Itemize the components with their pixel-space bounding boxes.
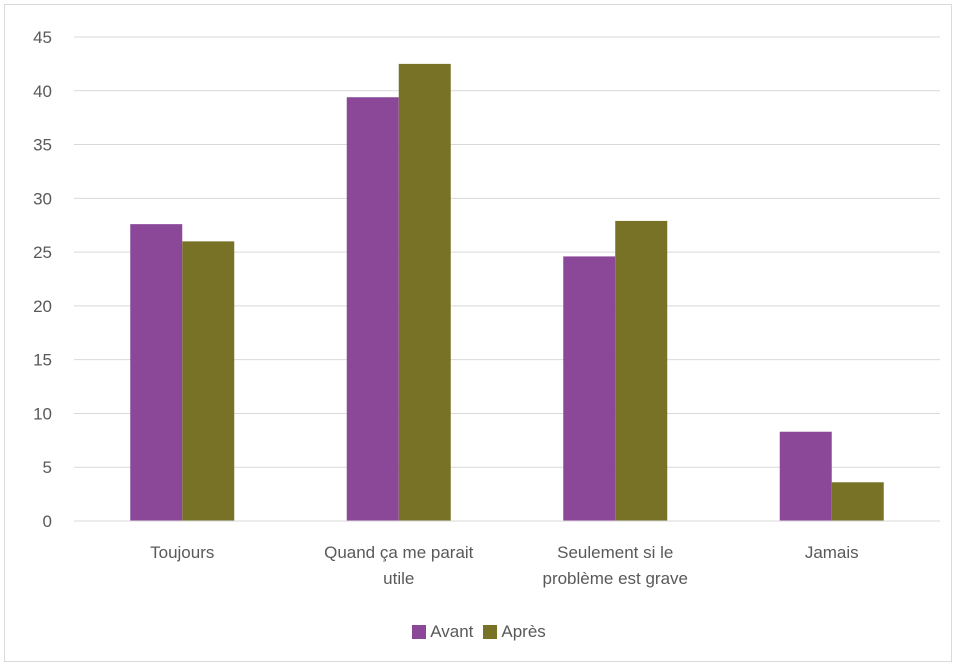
x-category-label: Toujours — [150, 543, 214, 562]
legend-item-avant: Avant — [412, 622, 473, 642]
legend-swatch-apres — [483, 625, 498, 639]
bars — [130, 63, 884, 522]
bar-après-2 — [615, 220, 668, 522]
bar-avant-3 — [779, 431, 832, 521]
y-tick-label: 0 — [43, 512, 52, 531]
y-tick-label: 35 — [33, 136, 52, 155]
y-tick-label: 45 — [33, 28, 52, 47]
legend-swatch-avant — [412, 625, 427, 639]
x-category-label: Jamais — [805, 543, 859, 562]
bar-avant-0 — [130, 224, 183, 521]
x-axis-categories: Toujours Quand ça me parait utile Seulement… — [150, 543, 859, 588]
bar-après-1 — [398, 63, 451, 522]
y-tick-label: 40 — [33, 82, 52, 101]
legend-item-apres: Après — [483, 622, 546, 642]
bar-après-3 — [831, 482, 884, 521]
legend-label-avant: Avant — [430, 622, 474, 641]
y-tick-label: 15 — [33, 351, 52, 370]
legend: Avant Après — [0, 622, 958, 642]
legend-label-apres: Après — [501, 622, 546, 641]
bar-avant-1 — [346, 97, 399, 521]
y-tick-label: 20 — [33, 297, 52, 316]
bar-après-0 — [182, 241, 235, 521]
y-axis-ticks: 0 5 10 15 20 25 30 35 40 45 — [33, 28, 52, 531]
y-tick-label: 25 — [33, 243, 52, 262]
y-tick-label: 10 — [33, 404, 52, 423]
x-category-label: Seulement si le — [557, 543, 673, 562]
x-category-label: utile — [383, 569, 414, 588]
x-category-label: Quand ça me parait — [324, 543, 474, 562]
y-tick-label: 30 — [33, 189, 52, 208]
bar-avant-2 — [563, 256, 616, 521]
y-tick-label: 5 — [43, 458, 52, 477]
x-category-label: problème est grave — [542, 569, 688, 588]
